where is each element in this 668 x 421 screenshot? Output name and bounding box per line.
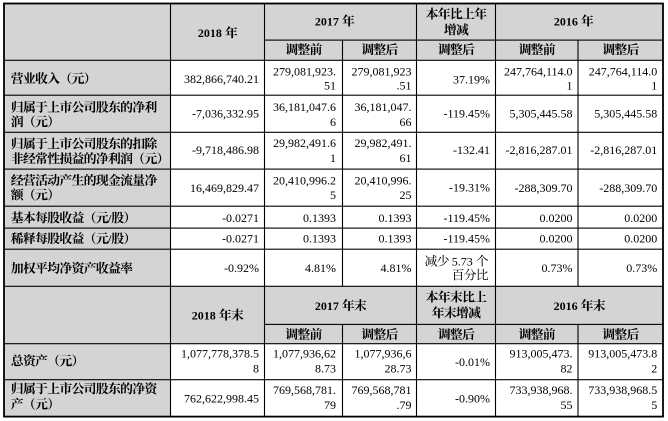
- svg-text:5: 5: [651, 398, 657, 412]
- svg-text:1,077,936,62: 1,077,936,62: [273, 347, 336, 361]
- svg-text:247,764,114.0: 247,764,114.0: [504, 65, 573, 79]
- svg-text:2: 2: [651, 361, 657, 375]
- svg-text:0.73%: 0.73%: [626, 261, 657, 275]
- svg-text:.51: .51: [397, 78, 412, 92]
- svg-text:1: 1: [651, 78, 657, 92]
- svg-text:28.73: 28.73: [385, 361, 412, 375]
- svg-text:4.81%: 4.81%: [305, 261, 336, 275]
- svg-text:6: 6: [330, 115, 336, 129]
- svg-text:-2,816,287.01: -2,816,287.01: [506, 143, 573, 157]
- svg-text:51: 51: [324, 78, 336, 92]
- svg-text:-119.45%: -119.45%: [443, 107, 490, 121]
- svg-text:-9,718,486.98: -9,718,486.98: [192, 143, 259, 157]
- svg-text:29,982,491.6: 29,982,491.6: [273, 136, 336, 150]
- svg-text:762,622,998.45: 762,622,998.45: [184, 391, 259, 405]
- svg-text:5.73: 5.73: [452, 255, 473, 269]
- svg-text:1: 1: [567, 78, 573, 92]
- svg-text:8.73: 8.73: [315, 361, 336, 375]
- svg-text:382,866,740.21: 382,866,740.21: [184, 72, 259, 86]
- svg-text:-7,036,332.95: -7,036,332.95: [192, 107, 259, 121]
- svg-text:25: 25: [400, 188, 412, 202]
- svg-text:1: 1: [330, 151, 336, 165]
- svg-text:29,982,491.: 29,982,491.: [355, 136, 412, 150]
- svg-text:2017: 2017: [315, 14, 339, 28]
- svg-text:0.0200: 0.0200: [540, 232, 573, 246]
- svg-text:2016: 2016: [554, 14, 578, 28]
- svg-text:1,077,778,378.5: 1,077,778,378.5: [181, 347, 259, 361]
- svg-text:2018: 2018: [192, 309, 216, 323]
- svg-text:20,410,996.2: 20,410,996.2: [273, 173, 336, 187]
- svg-text:-119.45%: -119.45%: [443, 211, 490, 225]
- svg-text:0.1393: 0.1393: [379, 232, 412, 246]
- svg-text:769,568,781: 769,568,781: [352, 383, 412, 397]
- svg-text:8: 8: [253, 361, 259, 375]
- svg-text:61: 61: [400, 151, 412, 165]
- svg-text:-288,309.70: -288,309.70: [599, 181, 657, 195]
- svg-text:733,938,968.: 733,938,968.: [510, 383, 573, 397]
- svg-text:55: 55: [561, 398, 573, 412]
- svg-text:769,568,781.: 769,568,781.: [273, 383, 336, 397]
- svg-text:79: 79: [324, 398, 336, 412]
- svg-text:37.19%: 37.19%: [453, 72, 490, 86]
- svg-text:36,181,047.6: 36,181,047.6: [273, 100, 336, 114]
- svg-text:82: 82: [561, 361, 573, 375]
- svg-text:36,181,047.: 36,181,047.: [355, 100, 412, 114]
- svg-text:0.1393: 0.1393: [379, 211, 412, 225]
- svg-text:20,410,996.: 20,410,996.: [355, 173, 412, 187]
- svg-text:.79: .79: [397, 398, 412, 412]
- svg-text:279,081,923: 279,081,923: [352, 65, 412, 79]
- svg-text:-0.92%: -0.92%: [224, 261, 259, 275]
- svg-text:4.81%: 4.81%: [381, 261, 412, 275]
- svg-text:2016: 2016: [554, 299, 578, 313]
- svg-text:0.1393: 0.1393: [303, 232, 336, 246]
- svg-text:5,305,445.58: 5,305,445.58: [594, 107, 657, 121]
- svg-text:5: 5: [330, 188, 336, 202]
- svg-text:0.0200: 0.0200: [624, 232, 657, 246]
- svg-text:913,005,473.: 913,005,473.: [510, 347, 573, 361]
- svg-text:5,305,445.58: 5,305,445.58: [510, 107, 573, 121]
- svg-text:/: /: [107, 211, 112, 225]
- svg-text:913,005,473.8: 913,005,473.8: [588, 347, 657, 361]
- svg-text:-119.45%: -119.45%: [443, 232, 490, 246]
- svg-text:-288,309.70: -288,309.70: [515, 181, 573, 195]
- svg-text:16,469,829.47: 16,469,829.47: [190, 181, 259, 195]
- svg-text:/: /: [107, 232, 112, 246]
- svg-text:247,764,114.0: 247,764,114.0: [589, 65, 658, 79]
- svg-text:-132.41: -132.41: [453, 143, 490, 157]
- svg-text:-0.0271: -0.0271: [222, 232, 259, 246]
- svg-text:-0.01%: -0.01%: [455, 355, 490, 369]
- svg-text:279,081,923.: 279,081,923.: [273, 65, 336, 79]
- svg-text:-0.90%: -0.90%: [455, 391, 490, 405]
- svg-text:2017: 2017: [315, 299, 339, 313]
- svg-text:-2,816,287.01: -2,816,287.01: [590, 143, 657, 157]
- svg-text:0.1393: 0.1393: [303, 211, 336, 225]
- svg-text:1,077,936,6: 1,077,936,6: [355, 347, 412, 361]
- svg-text:66: 66: [400, 115, 412, 129]
- svg-text:733,938,968.5: 733,938,968.5: [588, 383, 657, 397]
- svg-text:-19.31%: -19.31%: [449, 180, 490, 194]
- svg-text:0.0200: 0.0200: [540, 211, 573, 225]
- svg-text:0.73%: 0.73%: [542, 261, 573, 275]
- svg-text:-0.0271: -0.0271: [222, 211, 259, 225]
- svg-text:2018: 2018: [198, 26, 222, 40]
- svg-text:0.0200: 0.0200: [624, 211, 657, 225]
